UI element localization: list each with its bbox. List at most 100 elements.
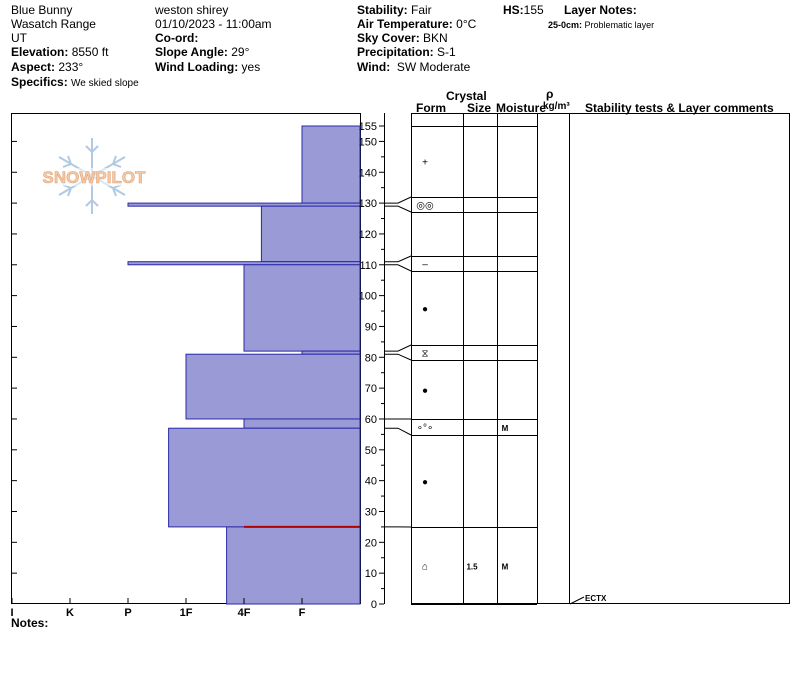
layer-table-rows: + ◎◎ – ● ⧖ ● ∘°∘ M ● ⌂ 1.5 M	[411, 126, 537, 605]
hs-row: HS:155	[503, 3, 544, 17]
test-label: ECTX	[585, 594, 607, 603]
elevation-value: 8550 ft	[71, 45, 109, 59]
depth-tick-label: 150	[359, 136, 377, 148]
air-temp-label: Air Temperature:	[357, 17, 453, 31]
air-temp-row: Air Temperature: 0°C	[357, 17, 476, 31]
depth-tick-label: 30	[365, 506, 377, 518]
test-pointer	[569, 596, 585, 605]
slope-value: 29°	[231, 45, 250, 59]
notes-label: Notes:	[11, 616, 49, 630]
elevation-label: Elevation:	[11, 45, 69, 59]
range-name: Wasatch Range	[11, 17, 96, 31]
layer-connector	[384, 264, 412, 272]
size-header: Size	[467, 101, 492, 115]
logo-text: SNOWPILOT	[43, 168, 147, 187]
layer-connector	[384, 353, 412, 361]
grain-form-symbol: ●	[422, 477, 428, 488]
aspect-row: Aspect: 233°	[11, 60, 83, 74]
hardness-tick-label: F	[299, 607, 306, 619]
layer-note-range: 25-0cm:	[548, 20, 583, 30]
aspect-label: Aspect:	[11, 60, 56, 74]
specifics-row: Specifics: We skied slope	[11, 75, 139, 91]
hardness-layers	[127, 125, 361, 605]
layer-table-frame	[411, 113, 790, 604]
grain-form-symbol: +	[422, 158, 428, 169]
layer-connector	[384, 344, 412, 352]
hardness-layer-bar	[127, 202, 361, 207]
comments-header: Stability tests & Layer comments	[585, 101, 774, 115]
crystal-header: Crystal	[446, 89, 487, 103]
hardness-layer-bar	[301, 125, 361, 204]
location-name: Blue Bunny	[11, 3, 73, 17]
stability-label: Stability:	[357, 3, 408, 17]
density-header: kg/m³	[543, 101, 570, 112]
observation-datetime: 01/10/2023 - 11:00am	[155, 17, 272, 31]
rho-header: ρ	[546, 87, 554, 101]
hardness-tick-label: 1F	[180, 607, 193, 619]
slope-row: Slope Angle: 29°	[155, 45, 249, 59]
wind-loading-label: Wind Loading:	[155, 60, 239, 74]
depth-tick-label: 0	[371, 599, 377, 611]
layer-notes-label: Layer Notes:	[564, 3, 637, 17]
grain-form-symbol: ●	[422, 386, 428, 397]
hardness-tick-label: P	[124, 607, 131, 619]
aspect-value: 233°	[58, 60, 84, 74]
wind-loading-row: Wind Loading: yes	[155, 60, 260, 74]
hardness-axis: I K P 1F 4F F	[10, 598, 306, 619]
grain-form-symbol: ⌂	[422, 562, 428, 573]
depth-tick-label: 90	[365, 321, 377, 333]
elevation-row: Elevation: 8550 ft	[11, 45, 108, 59]
hardness-tick-label: K	[66, 607, 74, 619]
grain-form-symbol: ∘°∘	[417, 423, 434, 434]
stability-tests: ECTX	[569, 594, 607, 605]
hardness-layer-bar	[243, 264, 361, 352]
grain-size-value: 1.5	[466, 563, 478, 572]
stability-row: Stability: Fair	[357, 3, 432, 17]
depth-tick-label: 100	[359, 291, 377, 303]
precip-value: S-1	[437, 45, 456, 59]
grain-form-symbol: ⧖	[421, 349, 428, 360]
grain-form-symbol: –	[422, 260, 428, 271]
layer-connector	[384, 196, 412, 204]
specifics-value: We skied slope	[71, 78, 139, 89]
stability-value: Fair	[411, 3, 432, 17]
depth-tick-label: 155	[359, 121, 377, 133]
hardness-layer-bar	[226, 526, 361, 605]
precip-label: Precipitation:	[357, 45, 434, 59]
sky-row: Sky Cover: BKN	[357, 31, 448, 45]
sky-value: BKN	[423, 31, 448, 45]
moisture-value: M	[502, 424, 509, 433]
moisture-header: Moisture	[496, 101, 547, 115]
depth-tick-label: 70	[365, 383, 377, 395]
form-header: Form	[416, 101, 446, 115]
layer-connector	[384, 427, 412, 436]
depth-tick-label: 130	[359, 198, 377, 210]
left-depth-ticks	[11, 140, 17, 574]
grain-form-symbol: ●	[422, 304, 428, 315]
sky-label: Sky Cover:	[357, 31, 420, 45]
hardness-tick-label: I	[10, 607, 13, 619]
depth-tick-label: 140	[359, 167, 377, 179]
layer-note: 25-0cm: Problematic layer	[548, 18, 654, 32]
specifics-label: Specifics:	[11, 75, 68, 89]
hardness-layer-bar	[185, 353, 361, 420]
hardness-tick-label: 4F	[238, 607, 251, 619]
coord-label: Co-ord:	[155, 31, 199, 45]
depth-tick-label: 110	[359, 260, 377, 272]
depth-tick-label: 60	[365, 414, 377, 426]
state-name: UT	[11, 31, 27, 45]
depth-tick-label: 40	[365, 476, 377, 488]
hardness-layer-bar	[168, 427, 361, 528]
wind-loading-value: yes	[241, 60, 261, 74]
layer-connector	[384, 205, 412, 213]
grain-form-symbol: ◎◎	[416, 201, 434, 212]
depth-tick-label: 120	[359, 229, 377, 241]
hardness-layer-bar	[260, 205, 361, 263]
depth-axis-ticks: 0 10 20 30 40 50 60 70 80 90 100 110 120 130 140 150 155	[359, 121, 384, 611]
wind-value: SW Moderate	[396, 60, 471, 74]
hs-value: 155	[523, 3, 544, 17]
layer-note-text: Problematic layer	[584, 20, 655, 30]
logo-band	[36, 168, 152, 186]
observer-name: weston shirey	[155, 3, 229, 17]
